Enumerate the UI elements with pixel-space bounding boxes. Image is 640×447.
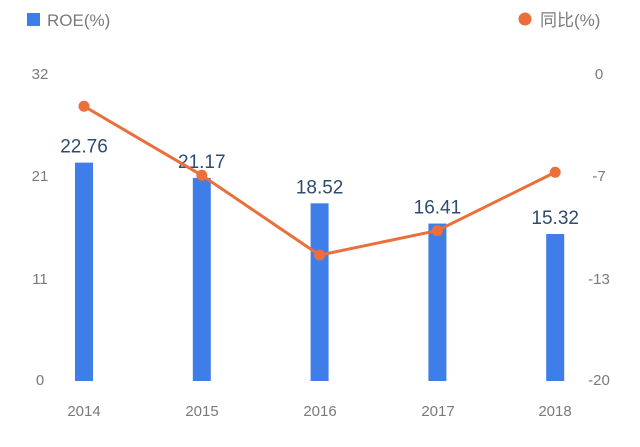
legend-yoy-swatch <box>518 12 532 26</box>
right-tick-label: -7 <box>592 168 605 185</box>
x-tick-label: 2017 <box>421 403 454 420</box>
legend-roe-label: ROE(%) <box>47 11 110 30</box>
right-tick-label: 0 <box>595 66 603 83</box>
left-tick-label: 11 <box>32 271 48 288</box>
roe-data-label: 18.52 <box>296 177 344 198</box>
yoy-point <box>431 225 443 237</box>
roe-data-label: 22.76 <box>60 137 108 158</box>
left-tick-label: 0 <box>36 372 44 389</box>
yoy-point <box>196 169 208 181</box>
yoy-point <box>549 166 561 178</box>
legend-roe-swatch <box>27 13 40 26</box>
roe-bar <box>192 177 211 381</box>
x-tick-label: 2016 <box>303 403 336 420</box>
x-tick-label: 2015 <box>185 403 218 420</box>
roe-data-label: 15.32 <box>531 208 579 229</box>
yoy-point <box>314 249 326 261</box>
roe-bar <box>546 234 565 381</box>
roe-data-label: 21.17 <box>178 152 226 173</box>
roe-bar <box>428 223 447 381</box>
left-tick-label: 32 <box>32 66 49 83</box>
right-tick-label: -20 <box>588 372 610 389</box>
roe-bar <box>75 162 93 381</box>
roe-bar <box>310 203 329 381</box>
yoy-point <box>78 100 90 112</box>
x-tick-label: 2018 <box>538 403 571 420</box>
legend-yoy-label: 同比(%) <box>540 11 600 30</box>
right-tick-label: -13 <box>588 271 610 288</box>
roe-bars <box>75 162 565 381</box>
roe-data-label: 16.41 <box>414 198 462 219</box>
right-axis: 0 -7 -13 -20 <box>588 66 610 389</box>
left-tick-label: 21 <box>32 168 49 185</box>
x-axis: 2014 2015 2016 2017 2018 <box>67 403 571 420</box>
x-tick-label: 2014 <box>67 403 100 420</box>
legend: ROE(%) 同比(%) <box>27 11 600 30</box>
yoy-series <box>78 100 561 261</box>
left-axis: 32 21 11 0 <box>32 66 49 389</box>
